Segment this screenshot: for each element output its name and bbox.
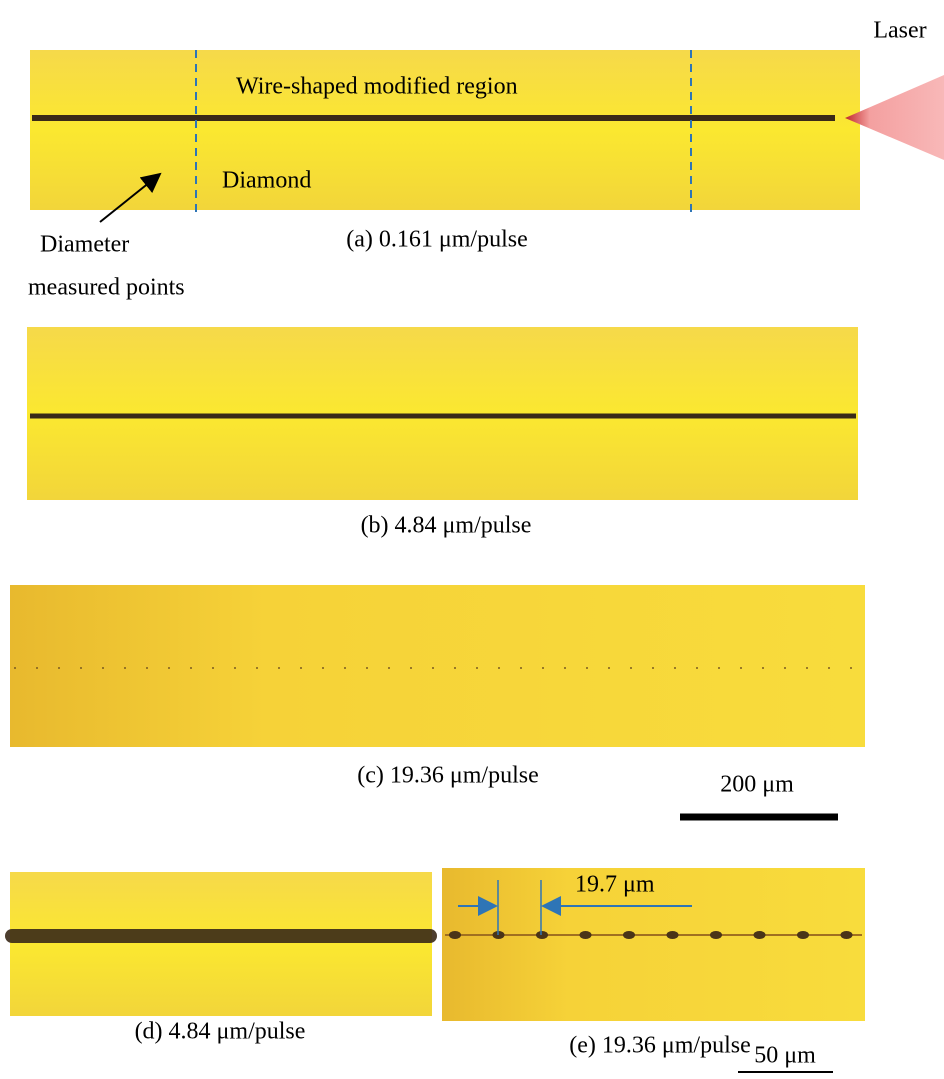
figure: Laser Wire-shaped modified region Diamon… — [0, 0, 944, 1079]
modified-dot — [449, 931, 461, 939]
measure-label: Diameter — [40, 232, 129, 258]
region-label: Wire-shaped modified region — [236, 74, 518, 100]
modified-dot — [754, 931, 766, 939]
caption: (b) 4.84 μm/pulse — [361, 513, 532, 539]
scale-label: 50 μm — [754, 1043, 816, 1069]
caption: (d) 4.84 μm/pulse — [135, 1019, 306, 1045]
modified-dot — [536, 931, 548, 939]
scale-label: 200 μm — [720, 772, 794, 798]
measure-label: measured points — [28, 275, 185, 301]
modified-dot — [797, 931, 809, 939]
modified-dot — [710, 931, 722, 939]
caption: (c) 19.36 μm/pulse — [357, 763, 539, 789]
caption: (a) 0.161 μm/pulse — [346, 227, 528, 253]
modified-dot — [623, 931, 635, 939]
material-label: Diamond — [222, 168, 311, 194]
laser-label: Laser — [873, 18, 926, 44]
spacing-label: 19.7 μm — [575, 872, 655, 898]
micrograph-c — [10, 585, 865, 747]
modified-dot — [841, 931, 853, 939]
micrograph-d — [10, 872, 432, 1016]
modified-dot — [667, 931, 679, 939]
caption: (e) 19.36 μm/pulse — [569, 1033, 751, 1059]
modified-dot — [580, 931, 592, 939]
